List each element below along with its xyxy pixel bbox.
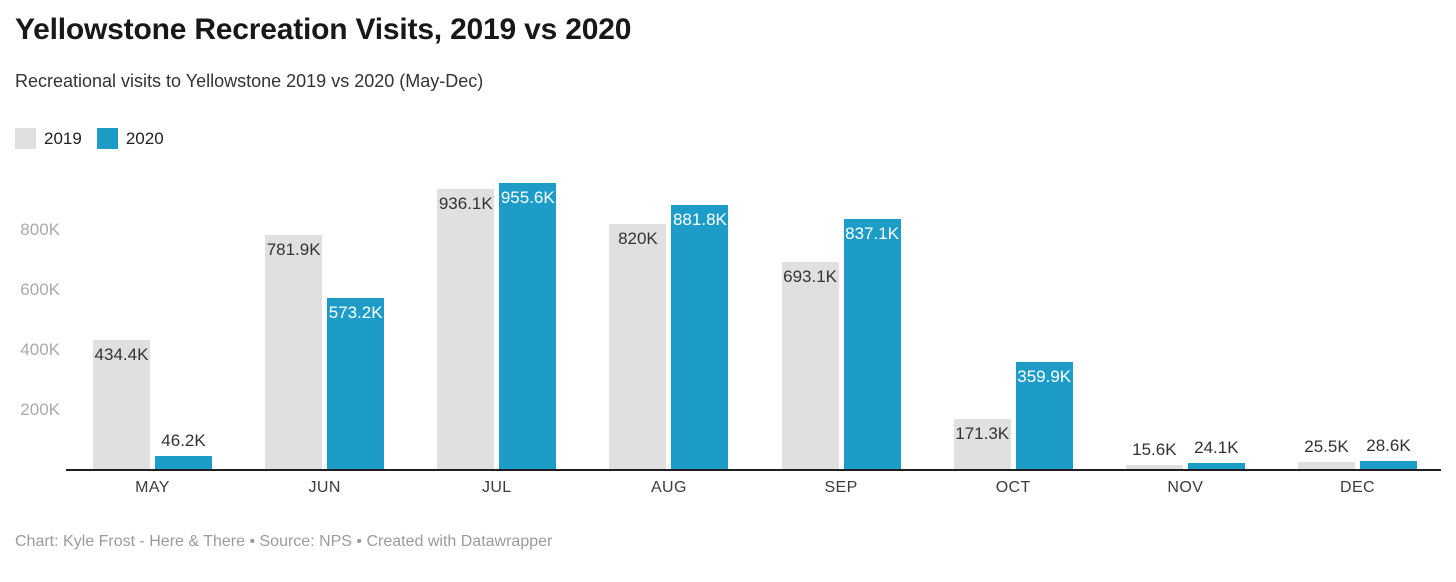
bar-value-label-2019-oct: 171.3K xyxy=(955,423,1010,443)
x-axis-label-aug: AUG xyxy=(650,479,687,496)
x-axis-label-jun: JUN xyxy=(308,479,341,496)
bar-group-nov: 15.6K 24.1K NOV xyxy=(1125,170,1245,496)
bar-value-label-2019-jun: 781.9K xyxy=(266,240,321,260)
bar-2019-nov: 15.6K xyxy=(1125,440,1183,470)
bar-value-label-2020-may: 46.2K xyxy=(161,431,206,451)
legend-label-2019: 2019 xyxy=(44,128,82,148)
bar-2020-sep: 837.1K xyxy=(843,218,901,470)
x-axis-label-may: MAY xyxy=(135,479,170,496)
bar-2020-aug: 881.8K xyxy=(671,205,729,470)
bar-2019-jul: 936.1K xyxy=(437,189,495,470)
legend-item-2020: 2020 xyxy=(96,128,164,149)
y-tick-400K: 400K xyxy=(20,340,60,359)
legend: 2019 2020 xyxy=(15,128,164,149)
x-axis-label-nov: NOV xyxy=(1167,479,1204,496)
bar-value-label-2019-jul: 936.1K xyxy=(438,194,493,214)
bar-value-label-2019-dec: 25.5K xyxy=(1304,437,1349,457)
bar-value-label-2019-may: 434.4K xyxy=(94,344,149,364)
bar-group-may: 434.4K 46.2K MAY xyxy=(93,170,212,496)
legend-label-2020: 2020 xyxy=(125,128,164,148)
bar-2019-sep: 693.1K xyxy=(781,262,839,470)
bar-value-label-2020-jul: 955.6K xyxy=(500,188,555,208)
plot-area: 434.4K 46.2K MAY 781.9K 573.2K JUN 936.1K 955.6… xyxy=(66,170,1441,496)
plot-wrap: 200K 400K 600K 800K 434.4K 46.2K MAY 781.9K 573… xyxy=(0,170,1456,496)
bar-group-sep: 693.1K 837.1K SEP xyxy=(781,170,901,496)
bar-2019-aug: 820K xyxy=(609,224,667,470)
y-tick-200K: 200K xyxy=(20,400,60,419)
x-axis-label-oct: OCT xyxy=(995,479,1031,496)
bar-value-label-2019-aug: 820K xyxy=(618,229,658,248)
bar-value-label-2020-sep: 837.1K xyxy=(845,223,900,243)
chart-footer-byline: Chart: Kyle Frost - Here & There • Sourc… xyxy=(15,533,553,550)
legend-swatch-2019 xyxy=(15,128,36,149)
bar-2020-oct: 359.9K xyxy=(1015,362,1073,470)
bar-value-label-2020-aug: 881.8K xyxy=(672,210,727,230)
bar-2019-may: 434.4K xyxy=(93,339,150,470)
y-tick-600K: 600K xyxy=(20,280,60,299)
x-axis-label-dec: DEC xyxy=(1339,479,1375,496)
bar-2020-jul: 955.6K xyxy=(499,183,557,470)
bar-group-dec: 25.5K 28.6K DEC xyxy=(1297,170,1417,496)
bar-group-jul: 936.1K 955.6K JUL xyxy=(437,170,557,496)
x-axis-line xyxy=(66,469,1441,471)
bar-2020-may: 46.2K xyxy=(155,431,212,470)
bar-2020-dec: 28.6K xyxy=(1359,436,1417,470)
bar-value-label-2020-oct: 359.9K xyxy=(1017,367,1072,387)
bar-2020-jun: 573.2K xyxy=(327,298,385,470)
bar-value-label-2019-sep: 693.1K xyxy=(783,267,838,287)
bar-value-label-2019-nov: 15.6K xyxy=(1132,440,1177,460)
bar-value-label-2020-jun: 573.2K xyxy=(328,303,383,323)
bar-group-oct: 171.3K 359.9K OCT xyxy=(953,170,1073,496)
legend-swatch-2020 xyxy=(96,128,118,149)
legend-item-2019: 2019 xyxy=(15,128,82,149)
y-tick-800K: 800K xyxy=(20,220,60,239)
chart-title: Yellowstone Recreation Visits, 2019 vs 2… xyxy=(15,13,632,46)
bar-2019-dec: 25.5K xyxy=(1297,437,1355,470)
y-axis-ticks: 200K 400K 600K 800K xyxy=(0,170,60,470)
bar-group-aug: 820K 881.8K AUG xyxy=(609,170,729,496)
bar-value-label-2020-dec: 28.6K xyxy=(1366,436,1411,456)
bar-value-label-2020-nov: 24.1K xyxy=(1194,437,1239,457)
x-axis-label-sep: SEP xyxy=(824,479,858,496)
chart-subtitle: Recreational visits to Yellowstone 2019 … xyxy=(15,71,484,91)
bar-2020-nov: 24.1K xyxy=(1187,438,1245,470)
bar-group-jun: 781.9K 573.2K JUN xyxy=(265,170,385,496)
x-axis-label-jul: JUL xyxy=(481,479,512,496)
bar-2019-jun: 781.9K xyxy=(265,235,323,470)
bar-2019-oct: 171.3K xyxy=(953,418,1011,470)
